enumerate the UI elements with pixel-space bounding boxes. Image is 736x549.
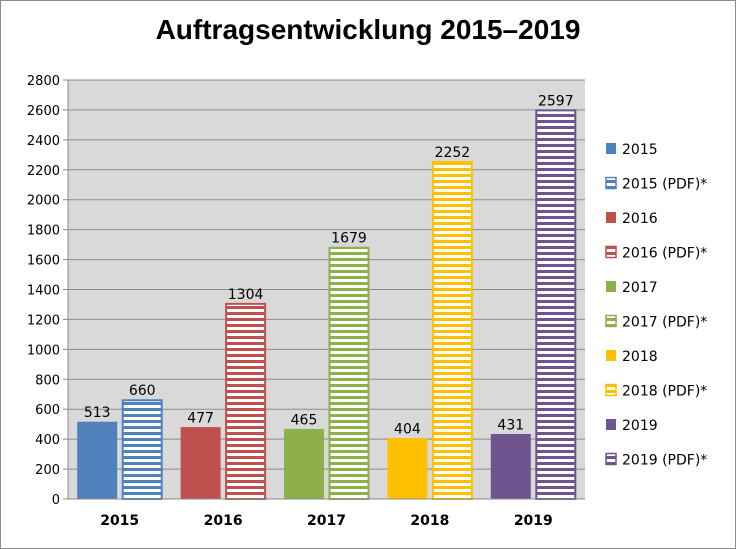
- legend-label: 2016: [622, 211, 658, 227]
- legend-swatch: [606, 350, 616, 361]
- bar-2018: [387, 438, 428, 500]
- legend-swatch: [605, 452, 617, 466]
- legend-swatch: [606, 212, 616, 223]
- data-label: 660: [129, 383, 156, 399]
- bar-2018-pdf: [431, 161, 473, 501]
- y-tick-label: 1600: [27, 254, 60, 269]
- data-label: 2252: [435, 145, 471, 161]
- y-tick-label: 1400: [27, 284, 60, 299]
- y-tick-label: 400: [35, 433, 60, 448]
- x-tick-label: 2015: [100, 513, 139, 529]
- bar-2017-pdf: [328, 246, 370, 500]
- bar-2016: [180, 427, 221, 500]
- legend-label: 2016 (PDF)*: [622, 246, 707, 262]
- bar-2017: [284, 428, 324, 500]
- data-label: 477: [187, 411, 214, 427]
- data-label: 1304: [228, 287, 264, 303]
- y-tick-label: 800: [35, 373, 60, 388]
- y-tick-label: 200: [35, 463, 60, 478]
- legend-label: 2019: [622, 418, 658, 434]
- y-tick-label: 0: [52, 493, 60, 508]
- y-tick-label: 2200: [27, 164, 60, 179]
- data-label: 404: [394, 422, 421, 438]
- x-tick-label: 2018: [410, 513, 449, 529]
- legend-label: 2017: [622, 280, 658, 296]
- legend-label: 2015 (PDF)*: [622, 177, 707, 193]
- legend: 2015 2015 (PDF)* 2016 2016 (PDF)* 2017 2017 (…: [605, 142, 707, 469]
- legend-label: 2018 (PDF)*: [622, 384, 707, 400]
- y-tick-label: 2000: [27, 194, 60, 209]
- legend-swatch: [606, 281, 616, 292]
- legend-swatch: [605, 245, 617, 259]
- x-tick-label: 2019: [514, 513, 553, 529]
- legend-label: 2018: [622, 349, 658, 365]
- y-tick-label: 1800: [27, 224, 60, 239]
- data-label: 1679: [331, 231, 367, 247]
- legend-swatch: [605, 383, 617, 397]
- bar-2019-pdf: [535, 109, 577, 500]
- legend-swatch: [606, 419, 616, 430]
- chart-title: Auftragsentwicklung 2015–2019: [155, 14, 581, 45]
- y-axis: 0 200 400 600 800 1000 1200 1400 1600 1800 2000 220…: [27, 74, 69, 508]
- y-tick-label: 2600: [27, 104, 60, 119]
- data-label: 2597: [538, 93, 574, 109]
- x-axis: 2015 2016 2017 2018 2019: [68, 498, 585, 529]
- legend-label: 2019 (PDF)*: [622, 453, 707, 469]
- legend-swatch: [606, 143, 616, 154]
- legend-label: 2017 (PDF)*: [622, 315, 707, 331]
- data-label: 513: [84, 405, 111, 421]
- x-tick-label: 2017: [307, 513, 346, 529]
- data-label: 465: [291, 412, 318, 428]
- y-tick-label: 1000: [27, 343, 60, 358]
- legend-label: 2015: [622, 142, 658, 158]
- x-tick-label: 2016: [204, 513, 243, 529]
- y-tick-label: 600: [35, 403, 60, 418]
- legend-swatch: [605, 314, 617, 328]
- bar-2016-pdf: [225, 302, 267, 501]
- y-tick-label: 1200: [27, 313, 60, 328]
- data-label: 431: [497, 418, 524, 434]
- bar-2015: [77, 421, 118, 500]
- bar-2015-pdf: [121, 399, 163, 500]
- legend-swatch: [605, 176, 617, 190]
- y-tick-label: 2800: [27, 74, 60, 89]
- y-tick-label: 2400: [27, 134, 60, 149]
- bar-2019: [490, 434, 531, 500]
